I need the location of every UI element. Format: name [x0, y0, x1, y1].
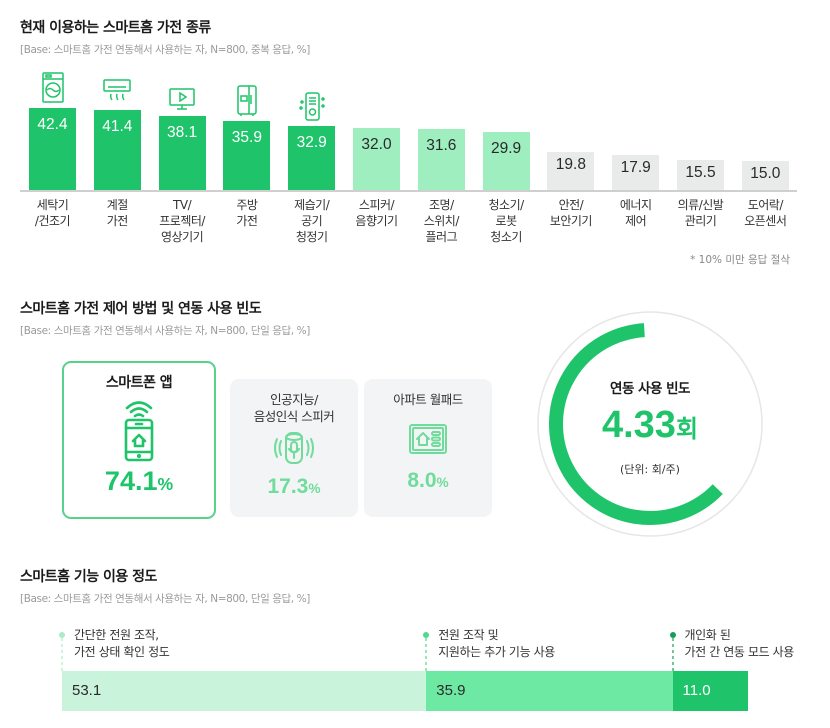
bar: 42.4	[29, 108, 76, 190]
footnote: * 10% 미만 응답 절삭	[690, 254, 790, 266]
card-title: 아파트 월패드	[393, 392, 463, 407]
bar: 41.4	[93, 109, 141, 190]
ring-graphic	[537, 311, 763, 537]
category-label: 의류/신발 관리기	[677, 198, 724, 228]
bar: 19.8	[547, 151, 595, 190]
category-label: TV/ 프로젝터/ 영상기기	[159, 198, 205, 244]
bar-value-label: 32.0	[361, 136, 392, 154]
card-ai-speaker: 인공지능/ 음성인식 스피커 17.3%	[230, 379, 358, 517]
bar-value-label: 42.4	[37, 116, 68, 133]
air-purifier-icon	[298, 92, 325, 122]
card-value-unit: %	[308, 481, 321, 496]
bar-value-label: 19.8	[555, 155, 586, 173]
bar-value-label: 38.1	[167, 124, 198, 142]
bar: 15.5	[677, 160, 724, 190]
section-title-appliance-types: 현재 이용하는 스마트홈 가전 종류	[20, 20, 211, 36]
stacked-segment: 53.1	[62, 671, 427, 711]
section-title-control-method: 스마트홈 가전 제어 방법 및 연동 사용 빈도	[20, 301, 262, 317]
card-value: 8.0%	[364, 469, 492, 493]
bar: 31.6	[417, 128, 465, 190]
bar: 35.9	[223, 120, 271, 190]
category-label: 세탁기 /건조기	[34, 198, 71, 228]
card-value-number: 17.3	[267, 475, 309, 498]
card-value-unit: %	[436, 475, 449, 490]
usage-frequency-ring: 연동 사용 빈도 4.33회 (단위: 회/주)	[520, 300, 780, 550]
refrigerator-icon	[237, 84, 257, 116]
category-label: 도어락/ 오픈센서	[744, 198, 787, 228]
category-label: 주방 가전	[236, 198, 258, 228]
ring-outline	[537, 311, 763, 537]
bar: 38.1	[158, 116, 206, 190]
segment-legend-label: 개인화 된 가전 간 연동 모드 사용	[684, 628, 795, 659]
category-label: 조명/ 스위치/ 플러그	[423, 198, 460, 244]
category-label: 스피커/ 음향기기	[355, 198, 398, 228]
washing-machine-icon	[41, 72, 64, 103]
category-label: 제습기/ 공기 청정기	[294, 198, 330, 244]
bar: 29.9	[482, 132, 530, 190]
segment-marker-pin	[59, 632, 65, 673]
bar: 32.0	[353, 128, 400, 190]
ring-unit-note: (단위: 회/주)	[620, 463, 680, 476]
bar-value-label: 29.9	[491, 140, 522, 158]
card-value: 17.3%	[230, 475, 358, 499]
bar: 32.9	[288, 126, 336, 190]
section-base-control-method: [Base: 스마트홈 가전 연동해서 사용하는 자, N=800, 단일 응답…	[20, 325, 310, 337]
card-value: 74.1%	[64, 466, 214, 497]
category-label: 에너지 제어	[619, 198, 652, 228]
bar-value-label: 32.9	[296, 134, 327, 152]
category-label: 계절 가전	[106, 198, 129, 228]
bar-value-label: 15.0	[750, 164, 781, 182]
appliance-bar-chart: 42.4 세탁기 /건조기 41.4 계절 가전 38.1 TV/ 프로젝터/ 영상기기 3…	[0, 0, 830, 280]
segment-marker-pin	[669, 632, 676, 673]
ring-value: 4.33회	[520, 404, 780, 447]
card-title: 스마트폰 앱	[105, 375, 173, 391]
section-title-feature-usage: 스마트홈 기능 이용 정도	[20, 569, 157, 585]
stacked-segment: 11.0	[672, 671, 748, 711]
bar: 15.0	[741, 160, 789, 190]
card-title: 인공지능/ 음성인식 스피커	[253, 392, 335, 424]
section-base-appliance-types: [Base: 스마트홈 가전 연동해서 사용하는 자, N=800, 중복 응답…	[20, 44, 310, 56]
category-label: 안전/ 보안기기	[549, 198, 593, 228]
category-label: 청소기/ 로봇 청소기	[488, 198, 525, 244]
chart-baseline	[20, 190, 797, 192]
ai-speaker-icon	[274, 432, 314, 464]
card-value-unit: %	[157, 474, 174, 494]
segment-marker-pin	[423, 632, 430, 673]
bar-value-label: 41.4	[102, 117, 133, 135]
bar-value-label: 31.6	[426, 136, 457, 154]
bar-value-label: 17.9	[620, 159, 651, 177]
card-wallpad: 아파트 월패드 8.0%	[364, 379, 492, 517]
segment-legend-label: 간단한 전원 조작, 가전 상태 확인 정도	[74, 628, 170, 659]
ring-title: 연동 사용 빈도	[610, 381, 690, 397]
card-smartphone-app: 스마트폰 앱 74.1%	[62, 361, 216, 519]
smartphone-home-icon	[124, 401, 154, 462]
bar-value-label: 35.9	[231, 128, 262, 146]
ring-progress-arc	[549, 323, 723, 525]
card-value-number: 74.1	[104, 466, 158, 496]
stacked-segment: 35.9	[426, 671, 673, 711]
bar: 17.9	[612, 155, 660, 190]
air-conditioner-icon	[103, 79, 132, 101]
wallpad-icon	[409, 424, 447, 454]
ring-value-unit: 회	[675, 416, 699, 443]
segment-legend-label: 전원 조작 및 지원하는 추가 기능 사용	[438, 628, 555, 659]
ring-value-number: 4.33	[601, 404, 676, 446]
card-value-number: 8.0	[407, 469, 437, 492]
section-base-feature-usage: [Base: 스마트홈 가전 연동해서 사용하는 자, N=800, 단일 응답…	[20, 593, 310, 605]
bar-value-label: 15.5	[685, 164, 716, 182]
tv-icon	[169, 88, 195, 111]
